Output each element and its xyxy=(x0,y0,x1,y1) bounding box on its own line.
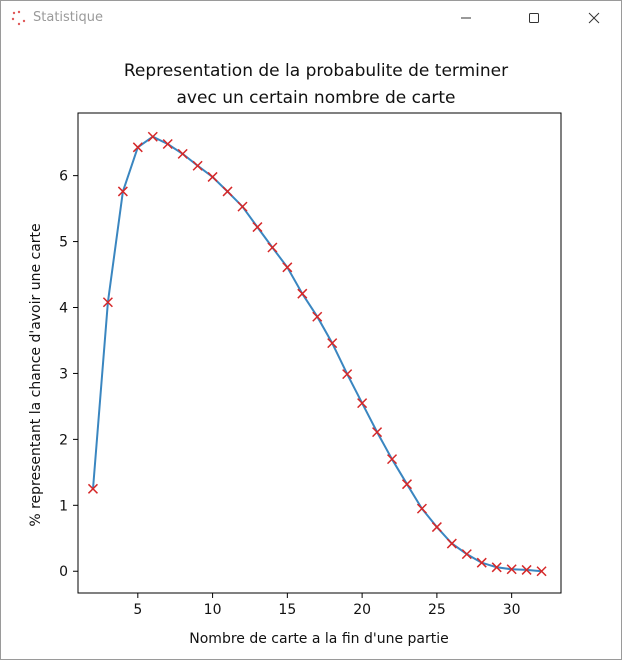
chart-title-line1: Representation de la probabulite de term… xyxy=(124,61,508,81)
data-point xyxy=(312,311,323,322)
data-point xyxy=(237,201,248,212)
data-point xyxy=(521,564,532,575)
data-point xyxy=(461,549,472,560)
data-point xyxy=(491,562,502,573)
x-tick-label: 20 xyxy=(353,602,371,618)
close-button[interactable] xyxy=(571,1,617,35)
x-axis-label: Nombre de carte a la fin d'une partie xyxy=(189,631,448,647)
data-point xyxy=(327,338,338,349)
data-point xyxy=(102,297,113,308)
data-point xyxy=(222,186,233,197)
data-point xyxy=(267,242,278,253)
data-point xyxy=(87,483,98,494)
y-tick-label: 6 xyxy=(59,169,68,185)
data-point xyxy=(192,160,203,171)
data-point xyxy=(446,538,457,549)
y-axis-ticks: 0 1 2 3 4 5 6 xyxy=(59,169,78,580)
x-tick-label: 5 xyxy=(133,602,142,618)
data-point xyxy=(342,369,353,380)
data-point xyxy=(506,564,517,575)
x-tick-label: 10 xyxy=(204,602,222,618)
y-tick-label: 0 xyxy=(59,564,68,580)
y-tick-label: 3 xyxy=(59,366,68,382)
data-point xyxy=(252,222,263,233)
x-tick-label: 15 xyxy=(278,602,296,618)
y-tick-label: 1 xyxy=(59,498,68,514)
x-tick-label: 25 xyxy=(428,602,446,618)
window-title: Statistique xyxy=(33,10,103,25)
y-tick-label: 4 xyxy=(59,301,68,317)
y-tick-label: 5 xyxy=(59,235,68,251)
x-tick-label: 30 xyxy=(503,602,521,618)
chart-canvas: Representation de la probabulite de term… xyxy=(28,61,562,647)
data-point xyxy=(282,262,293,273)
data-point xyxy=(162,138,173,150)
data-markers xyxy=(87,131,547,577)
chart-title-line2: avec un certain nombre de carte xyxy=(177,88,456,108)
data-point xyxy=(147,131,158,142)
data-point xyxy=(132,142,143,153)
data-point xyxy=(177,148,188,159)
data-point xyxy=(431,522,442,533)
plot-area xyxy=(77,112,562,594)
title-bar[interactable]: Statistique xyxy=(1,1,621,35)
maximize-icon xyxy=(529,13,539,23)
data-point xyxy=(372,427,383,438)
data-point xyxy=(357,398,368,409)
minimize-icon xyxy=(461,17,471,19)
y-tick-label: 2 xyxy=(59,432,68,448)
data-point xyxy=(117,186,128,197)
data-point xyxy=(386,454,398,465)
close-icon xyxy=(588,12,600,24)
data-point xyxy=(416,503,427,514)
data-point xyxy=(476,557,487,568)
y-axis-label: % representant la chance d'avoir une car… xyxy=(28,223,44,526)
data-point xyxy=(207,171,218,182)
x-axis-ticks: 5 10 15 20 25 30 xyxy=(133,593,521,618)
minimize-button[interactable] xyxy=(443,1,489,35)
data-point xyxy=(536,566,547,577)
maximize-button[interactable] xyxy=(511,1,557,35)
app-icon xyxy=(11,10,27,26)
data-point xyxy=(401,479,413,490)
data-point xyxy=(297,288,308,299)
